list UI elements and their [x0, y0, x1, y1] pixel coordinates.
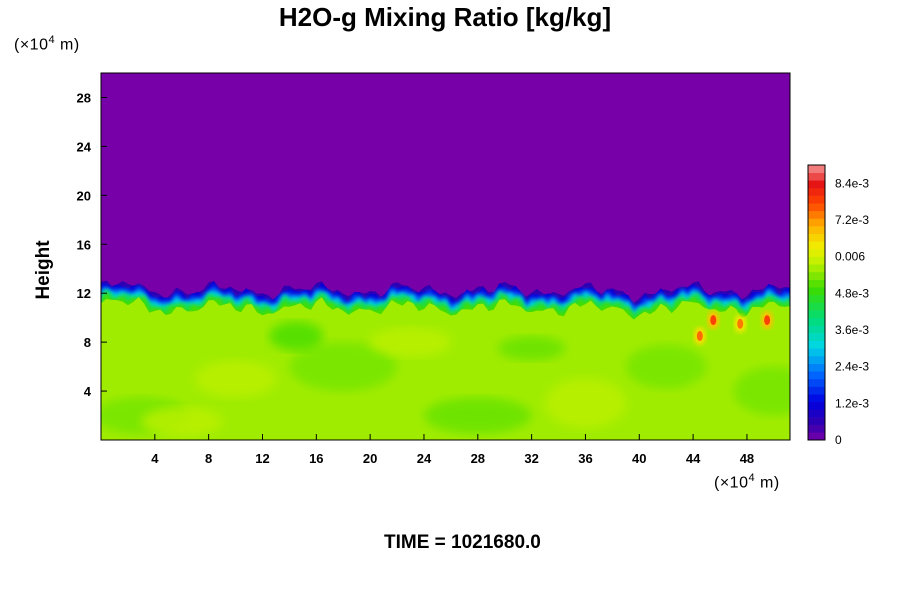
colorbar-swatch [808, 386, 825, 395]
moist-pocket-core [764, 315, 771, 326]
plot-frame [100, 72, 791, 441]
moisture-eddy [141, 406, 223, 437]
moisture-eddy [370, 327, 451, 357]
colorbar-swatch [808, 279, 825, 288]
x-tick-label: 16 [309, 451, 323, 466]
colorbar-swatch [808, 325, 825, 334]
colorbar-tick-label: 3.6e-3 [835, 323, 869, 337]
x-tick-label: 12 [255, 451, 269, 466]
moist-pocket-core [696, 331, 703, 342]
colorbar-swatch [808, 226, 825, 235]
y-axis-unit: (×104 m) [14, 34, 80, 54]
colorbar-swatch [808, 264, 825, 273]
colorbar-swatch [808, 394, 825, 403]
x-axis-unit: (×104 m) [714, 472, 780, 492]
colorbar-swatch [808, 317, 825, 326]
colorbar-swatch [808, 409, 825, 418]
y-tick-label: 8 [84, 335, 91, 350]
colorbar-swatch [808, 401, 825, 410]
colorbar: 0 1.2e-3 2.4e-3 3.6e-3 4.8e-3 0.006 7.2e-3 8.4e… [807, 164, 869, 447]
colorbar-swatch [808, 417, 825, 426]
colorbar-swatch [808, 424, 825, 433]
moist-pocket-core [737, 318, 744, 329]
colorbar-tick-label: 8.4e-3 [835, 176, 869, 190]
colorbar-swatch [808, 302, 825, 311]
colorbar-swatch [808, 378, 825, 387]
moisture-eddy [733, 366, 790, 416]
moisture-eddy [423, 397, 532, 434]
moisture-eddy [269, 321, 324, 351]
colorbar-swatch [808, 287, 825, 296]
x-tick-label: 4 [151, 451, 159, 466]
colorbar-swatch [808, 172, 825, 181]
x-tick-label: 44 [686, 451, 701, 466]
x-tick-label: 20 [363, 451, 377, 466]
colorbar-tick-label: 7.2e-3 [835, 213, 869, 227]
colorbar-tick-label: 0.006 [835, 250, 865, 264]
colorbar-swatch [808, 348, 825, 357]
moisture-eddy [497, 336, 566, 361]
colorbar-swatch [808, 294, 825, 303]
colorbar-swatch [808, 371, 825, 380]
colorbar-swatch [808, 333, 825, 341]
colorbar-swatch [808, 256, 825, 265]
colorbar-swatch [808, 310, 825, 319]
y-tick-label: 24 [77, 139, 92, 154]
colorbar-swatch [808, 340, 825, 349]
x-tick-label: 8 [205, 451, 212, 466]
colorbar-tick-label: 1.2e-3 [835, 396, 869, 410]
x-tick-label: 36 [578, 451, 592, 466]
y-tick-label: 20 [77, 188, 91, 203]
x-tick-label: 28 [471, 451, 485, 466]
colorbar-swatch [808, 180, 825, 189]
moist-pocket-core [710, 315, 717, 326]
y-tick-label: 12 [77, 286, 91, 301]
colorbar-swatch [808, 363, 825, 372]
colorbar-swatch [808, 187, 825, 196]
colorbar-swatch [808, 165, 825, 173]
y-tick-label: 28 [77, 90, 91, 105]
y-tick-label: 16 [77, 237, 91, 252]
plot-area [101, 73, 790, 440]
chart-title: H2O-g Mixing Ratio [kg/kg] [278, 2, 612, 32]
moisture-eddy [545, 378, 626, 428]
y-axis: 4 8 12 16 20 24 28 [77, 90, 107, 399]
colorbar-swatch [808, 355, 825, 364]
colorbar-swatch [808, 249, 825, 257]
colorbar-frame [807, 164, 826, 441]
colorbar-swatch [808, 241, 825, 250]
colorbar-tick-label: 0 [835, 433, 842, 447]
time-label: TIME = 1021680.0 [384, 532, 541, 553]
colorbar-swatch [808, 203, 825, 212]
x-tick-label: 32 [524, 451, 538, 466]
x-tick-label: 24 [417, 451, 432, 466]
colorbar-swatch [808, 432, 825, 441]
moisture-eddy [289, 342, 398, 392]
x-tick-label: 48 [740, 451, 754, 466]
y-tick-label: 4 [84, 384, 92, 399]
moisture-eddy [625, 344, 707, 389]
colorbar-tick-label: 4.8e-3 [835, 286, 869, 300]
colorbar-swatch [808, 210, 825, 219]
colorbar-swatch [808, 271, 825, 280]
colorbar-tick-label: 2.4e-3 [835, 360, 869, 374]
moisture-eddy [195, 360, 276, 398]
colorbar-swatch [808, 195, 825, 204]
colorbar-swatch [808, 233, 825, 242]
x-axis: 4 8 12 16 20 24 28 32 36 40 44 48 [151, 434, 754, 466]
x-tick-label: 40 [632, 451, 646, 466]
colorbar-swatch [808, 218, 825, 227]
